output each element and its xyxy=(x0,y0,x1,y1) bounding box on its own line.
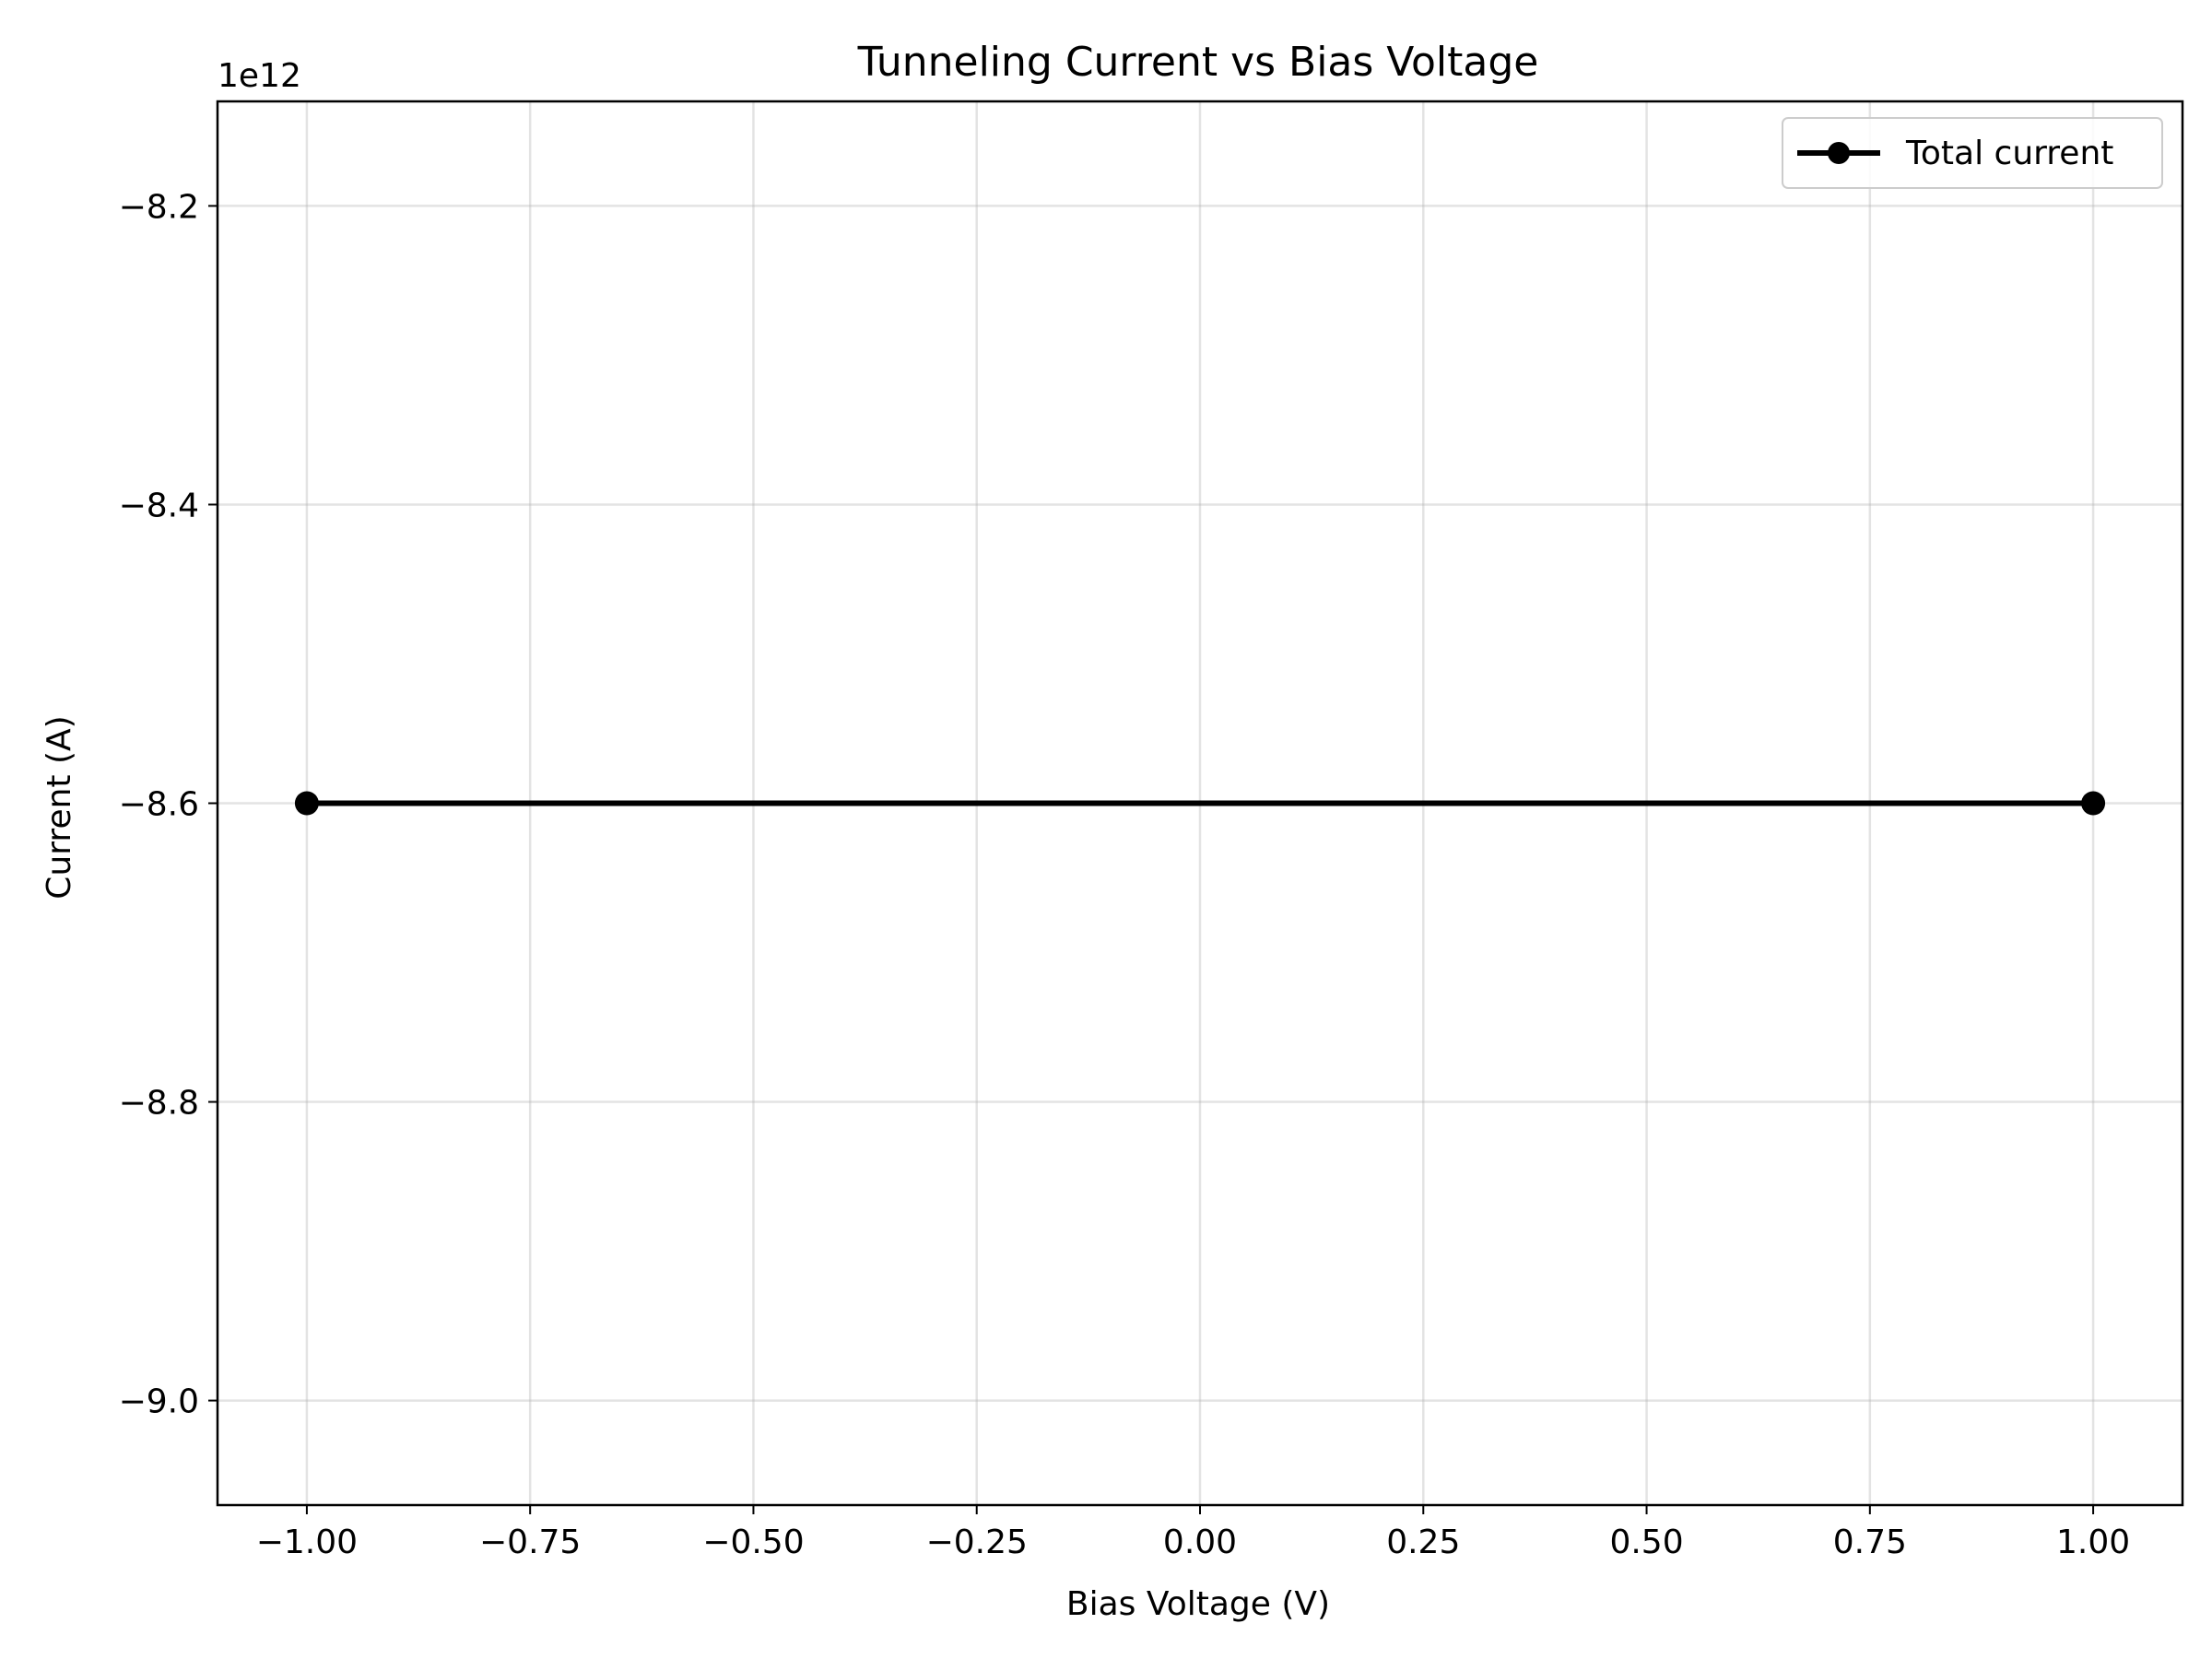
y-offset-label: 1e12 xyxy=(218,57,301,95)
x-tick-label: −0.50 xyxy=(702,1524,804,1561)
x-tick-label: 0.50 xyxy=(1609,1524,1683,1561)
y-tick-label: −8.6 xyxy=(119,786,199,824)
legend-label-total-current: Total current xyxy=(1905,135,2113,172)
x-axis-label: Bias Voltage (V) xyxy=(1066,1585,1330,1623)
x-tick-label: 0.75 xyxy=(1833,1524,1907,1561)
legend: Total current xyxy=(1782,117,2163,189)
data-point xyxy=(2081,791,2106,816)
y-tick-label: −9.0 xyxy=(119,1383,199,1421)
legend-marker-total-current xyxy=(1828,142,1850,164)
legend-box xyxy=(1782,117,2163,189)
x-tick-label: −1.00 xyxy=(256,1524,358,1561)
tick-layer: −1.00 −0.75 −0.50 −0.25 0.00 0.25 0.50 0.75 1.00… xyxy=(119,188,2131,1561)
x-tick-label: −0.25 xyxy=(926,1524,1028,1561)
data-point xyxy=(294,791,319,816)
x-tick-label: 0.25 xyxy=(1386,1524,1460,1561)
x-tick-label: −0.75 xyxy=(479,1524,581,1561)
y-tick-label: −8.8 xyxy=(119,1085,199,1123)
y-axis-label: Current (A) xyxy=(41,715,78,899)
x-tick-label: 0.00 xyxy=(1163,1524,1237,1561)
y-tick-label: −8.4 xyxy=(119,487,199,524)
y-tick-label: −8.2 xyxy=(119,188,199,226)
data-layer xyxy=(294,791,2106,816)
x-tick-label: 1.00 xyxy=(2056,1524,2130,1561)
chart-title: Tunneling Current vs Bias Voltage xyxy=(857,39,1539,86)
